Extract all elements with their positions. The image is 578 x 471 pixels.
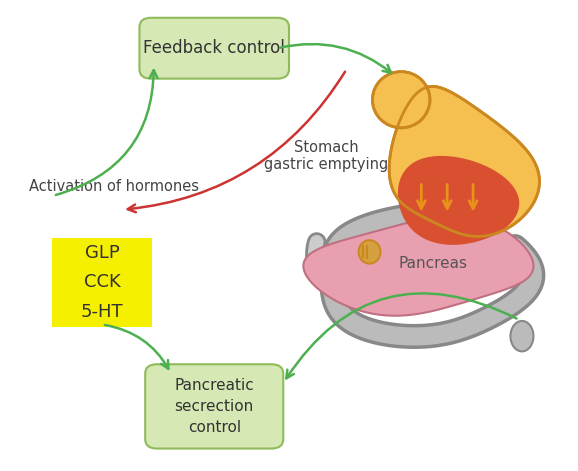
FancyBboxPatch shape bbox=[139, 18, 289, 79]
FancyBboxPatch shape bbox=[51, 238, 153, 327]
Polygon shape bbox=[303, 216, 533, 316]
Text: Stomach
gastric emptying: Stomach gastric emptying bbox=[264, 140, 388, 172]
Text: Pancreas: Pancreas bbox=[398, 256, 467, 271]
FancyBboxPatch shape bbox=[145, 364, 283, 448]
Ellipse shape bbox=[372, 72, 430, 128]
Ellipse shape bbox=[358, 240, 380, 264]
Polygon shape bbox=[398, 156, 519, 245]
Text: Pancreatic
secrection
control: Pancreatic secrection control bbox=[175, 378, 254, 435]
Polygon shape bbox=[389, 87, 539, 236]
Text: Feedback control: Feedback control bbox=[143, 39, 285, 57]
Ellipse shape bbox=[510, 321, 533, 351]
Text: Activation of hormones: Activation of hormones bbox=[28, 179, 199, 194]
Text: GLP
CCK
5-HT: GLP CCK 5-HT bbox=[81, 244, 123, 321]
